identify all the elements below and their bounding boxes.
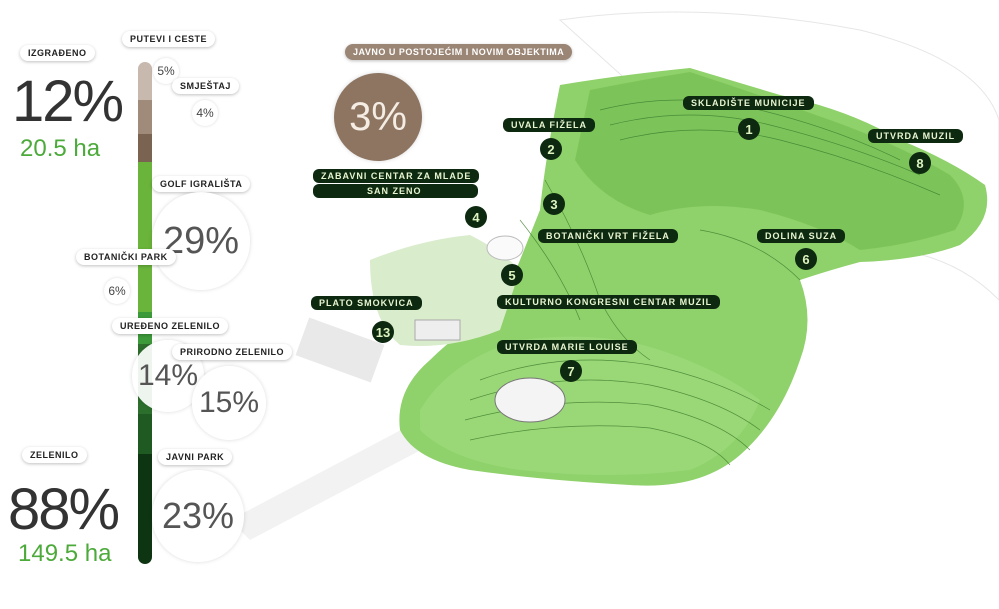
map-marker-3: 3	[543, 193, 565, 215]
map-label-2: UVALA FIŽELA	[503, 118, 595, 132]
bar-segment	[138, 134, 152, 162]
map-label-6: DOLINA SUZA	[757, 229, 846, 243]
green-percent: 88%	[8, 477, 120, 542]
golf-pct: 29%	[152, 192, 250, 290]
built-percent: 12%	[12, 69, 124, 134]
public-label: JAVNO U POSTOJEĆIM I NOVIM OBJEKTIMA	[345, 44, 573, 60]
map-marker-7: 7	[560, 360, 582, 382]
map-marker-13: 13	[372, 321, 394, 343]
map-label-1: SKLADIŠTE MUNICIJE	[683, 96, 814, 110]
map-label-7: UTVRDA MARIE LOUISE	[497, 340, 637, 354]
built-label: IZGRAĐENO	[20, 45, 95, 61]
bar-segment	[138, 454, 152, 564]
map-label-4: SAN ZENO	[313, 184, 478, 198]
botanic-label: BOTANIČKI PARK	[76, 249, 176, 265]
natural-pct: 15%	[192, 366, 266, 440]
bar-segment	[138, 414, 152, 454]
public-park-pct: 23%	[152, 470, 244, 562]
map-label-13: PLATO SMOKVICA	[311, 296, 422, 310]
green-area: 149.5 ha	[18, 540, 112, 567]
map-marker-8: 8	[909, 152, 931, 174]
map-label-congress: KULTURNO KONGRESNI CENTAR MUZIL	[497, 295, 721, 309]
map-marker-2: 2	[540, 138, 562, 160]
bar-segment	[138, 162, 152, 312]
map-marker-4: 4	[465, 206, 487, 228]
map-label-8: UTVRDA MUZIL	[868, 129, 964, 143]
natural-label: PRIRODNO ZELENILO	[172, 344, 293, 360]
accommodation-label: SMJEŠTAJ	[172, 78, 239, 94]
built-area: 20.5 ha	[20, 135, 101, 162]
public-park-label: JAVNI PARK	[158, 449, 233, 465]
bar-segment	[138, 100, 152, 134]
green-label: ZELENILO	[22, 447, 87, 463]
map-marker-6: 6	[795, 248, 817, 270]
botanic-pct: 6%	[104, 278, 130, 304]
landscaped-label: UREĐENO ZELENILO	[112, 318, 229, 334]
roads-label: PUTEVI I CESTE	[122, 31, 216, 47]
map-label-3: ZABAVNI CENTAR ZA MLADE	[313, 169, 480, 183]
map-marker-5: 5	[501, 264, 523, 286]
map-label-5: BOTANIČKI VRT FIŽELA	[538, 229, 678, 243]
composition-bar	[138, 62, 152, 564]
golf-label: GOLF IGRALIŠTA	[152, 176, 251, 192]
accommodation-pct: 4%	[192, 100, 218, 126]
roads-pct: 5%	[153, 58, 179, 84]
map-marker-1: 1	[738, 118, 760, 140]
public-pct: 3%	[334, 73, 422, 161]
bar-segment	[138, 62, 152, 100]
